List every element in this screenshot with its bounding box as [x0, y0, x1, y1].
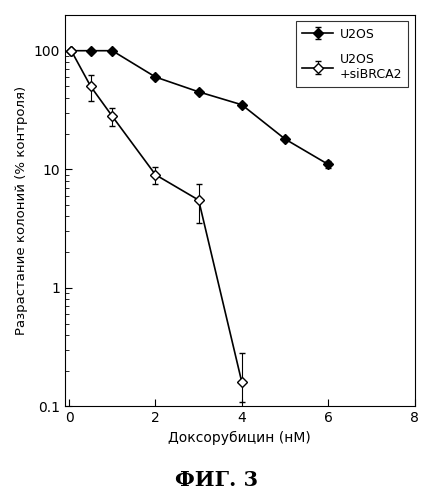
X-axis label: Доксорубицин (нМ): Доксорубицин (нМ) [168, 431, 311, 445]
Legend: U2OS, U2OS
+siBRCA2: U2OS, U2OS +siBRCA2 [296, 21, 408, 87]
Y-axis label: Разрастание колоний (% контроля): Разрастание колоний (% контроля) [15, 86, 28, 336]
Text: ФИГ. 3: ФИГ. 3 [175, 470, 259, 490]
